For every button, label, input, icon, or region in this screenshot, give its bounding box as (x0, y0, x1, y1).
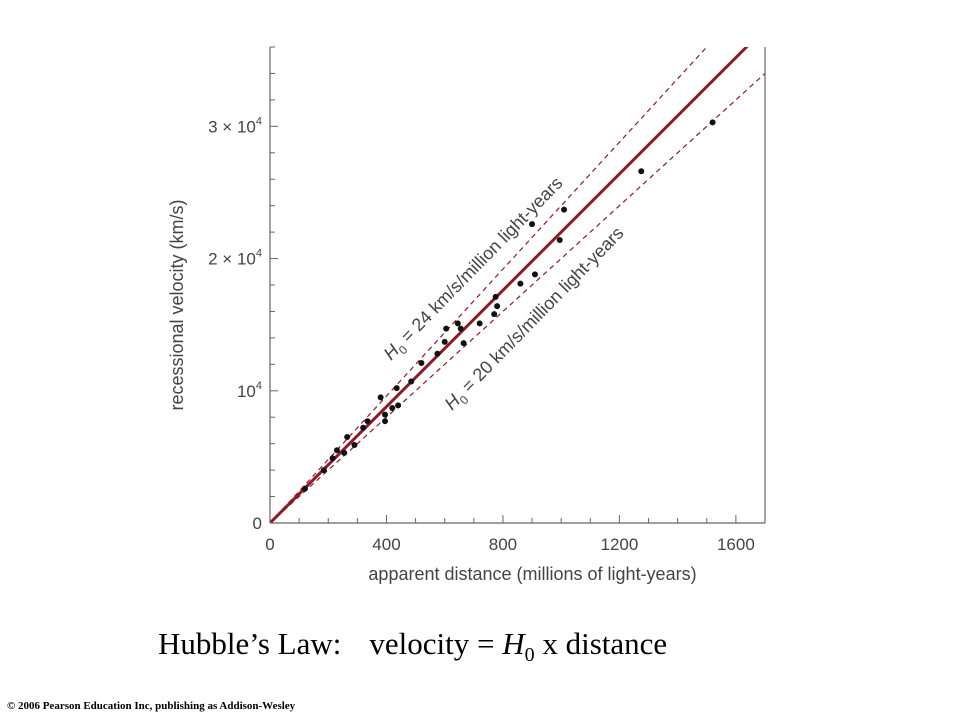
data-point (389, 404, 396, 411)
upper-line-label: H0 = 24 km/s/million light-years (380, 173, 570, 367)
data-point (556, 237, 563, 244)
lower-line (270, 73, 765, 523)
data-point (351, 441, 358, 448)
data-point (454, 320, 461, 327)
y-tick-label: 2 × 104 (208, 248, 262, 269)
copyright-notice: © 2006 Pearson Education Inc, publishing… (7, 700, 296, 712)
y-tick-label: 104 (237, 380, 262, 401)
data-point (341, 449, 348, 456)
data-point (638, 168, 645, 175)
y-tick-label: 0 (253, 514, 262, 533)
x-tick-label: 0 (265, 535, 274, 554)
x-tick-label: 400 (372, 535, 400, 554)
data-point (395, 402, 402, 409)
data-point (408, 378, 415, 385)
data-point (382, 411, 389, 418)
data-point (517, 280, 524, 287)
caption-subscript: 0 (524, 644, 535, 667)
fit-lines (270, 47, 765, 523)
data-point (709, 119, 716, 126)
data-point (492, 293, 499, 300)
data-point (494, 303, 501, 310)
data-point (344, 434, 351, 441)
data-point (561, 206, 568, 213)
fit-line (270, 47, 749, 523)
data-point (460, 340, 467, 347)
data-point (333, 447, 340, 454)
data-point (418, 360, 425, 367)
caption: Hubble’s Law: velocity = H0 x distance (158, 626, 858, 667)
data-point (360, 424, 367, 431)
data-point (301, 485, 308, 492)
data-point (529, 221, 536, 228)
data-point (531, 271, 538, 278)
axes (269, 46, 766, 524)
caption-formula-lead: velocity = (369, 626, 503, 661)
data-point (364, 418, 371, 425)
caption-symbol: H (502, 626, 525, 661)
data-point (443, 325, 450, 332)
data-point (320, 467, 327, 474)
upper-line (270, 47, 708, 523)
x-tick-label: 1200 (600, 535, 638, 554)
x-tick-label: 1600 (717, 535, 755, 554)
x-axis-title: apparent distance (millions of light-yea… (368, 564, 696, 584)
data-points (301, 119, 716, 492)
data-point (382, 418, 389, 425)
axis-labels: 0 400 800 1200 1600 0 104 2 × 104 3 × 104 apparen… (167, 115, 755, 584)
data-point (457, 325, 464, 332)
data-point (377, 394, 384, 401)
data-point (491, 311, 498, 318)
caption-formula-tail: x distance (534, 626, 668, 661)
caption-prefix: Hubble’s Law: (158, 626, 342, 661)
lower-line-label: H0 = 20 km/s/million light-years (441, 223, 631, 417)
data-point (434, 350, 441, 357)
data-point (476, 320, 483, 327)
data-point (329, 455, 336, 462)
data-point (393, 385, 400, 392)
y-tick-label: 3 × 104 (208, 115, 262, 136)
x-tick-label: 800 (489, 535, 517, 554)
data-point (441, 338, 448, 345)
y-axis-title: recessional velocity (km/s) (167, 199, 187, 410)
